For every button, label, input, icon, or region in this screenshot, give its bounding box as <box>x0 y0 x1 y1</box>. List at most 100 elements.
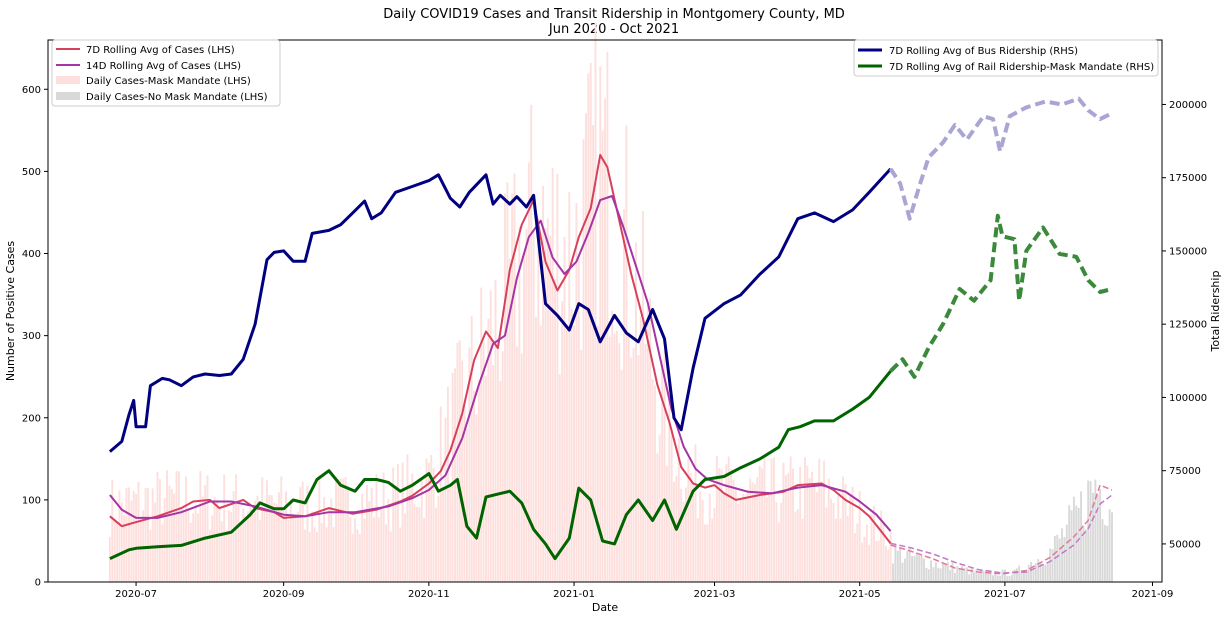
daily-case-bar <box>435 507 437 582</box>
daily-case-bar <box>194 504 197 582</box>
daily-case-bar <box>806 465 809 582</box>
daily-case-bar <box>358 534 361 582</box>
daily-case-bar <box>906 551 909 582</box>
y-right-tick-label: 50000 <box>1169 539 1201 550</box>
daily-case-bar <box>185 476 188 582</box>
daily-case-bar <box>980 570 983 582</box>
daily-case-bar <box>751 482 754 582</box>
daily-case-bar <box>961 566 964 582</box>
daily-case-bar <box>968 574 971 582</box>
daily-case-bar <box>592 125 595 582</box>
daily-case-bar <box>1030 562 1033 582</box>
daily-case-bar <box>1092 492 1094 582</box>
daily-case-bar <box>901 562 904 582</box>
daily-case-bar <box>523 251 526 582</box>
daily-case-bar <box>154 502 157 582</box>
daily-case-bar <box>537 243 540 583</box>
daily-case-bar <box>661 359 664 582</box>
daily-case-bar <box>511 193 514 582</box>
daily-case-bar <box>687 458 690 582</box>
daily-case-bar <box>627 336 630 582</box>
daily-case-bar <box>977 573 980 582</box>
daily-case-bar <box>301 481 304 582</box>
daily-case-bar <box>132 491 135 582</box>
daily-case-bar <box>1058 538 1061 582</box>
daily-case-bar <box>677 438 680 582</box>
daily-case-bar <box>770 458 773 582</box>
daily-case-bar <box>623 209 625 582</box>
daily-case-bar <box>803 457 806 582</box>
daily-case-bar <box>316 532 318 582</box>
daily-case-bar <box>763 457 766 582</box>
daily-case-bar <box>565 330 568 582</box>
daily-case-bar <box>277 492 280 582</box>
daily-case-bar <box>868 544 871 582</box>
daily-case-bar <box>787 472 790 582</box>
daily-case-bar <box>656 453 659 582</box>
legend-left: 7D Rolling Avg of Cases (LHS) 14D Rollin… <box>51 39 281 107</box>
daily-case-bar <box>596 325 599 582</box>
daily-case-bar <box>846 515 849 582</box>
daily-case-bar <box>725 463 728 582</box>
daily-case-bar <box>177 471 180 582</box>
series-lines <box>108 96 1113 575</box>
daily-case-bar <box>580 350 583 582</box>
daily-case-bar <box>996 575 999 582</box>
daily-case-bar <box>594 22 597 582</box>
daily-case-bar <box>175 471 178 582</box>
daily-case-bar <box>561 301 564 582</box>
y-right-tick-label: 150000 <box>1169 246 1207 257</box>
daily-case-bar <box>142 509 145 582</box>
daily-case-bar <box>327 507 330 582</box>
daily-case-bar <box>1044 564 1047 582</box>
daily-case-bar <box>499 381 502 582</box>
chart-title: Daily COVID19 Cases and Transit Ridershi… <box>383 7 845 37</box>
daily-case-bar <box>339 478 342 582</box>
daily-case-bar <box>573 325 576 582</box>
daily-case-bar <box>882 523 885 582</box>
daily-case-bar <box>451 372 454 582</box>
daily-case-bar <box>208 529 211 582</box>
daily-case-bar <box>232 491 235 582</box>
y-right-tick-label: 100000 <box>1169 393 1207 404</box>
daily-case-bar <box>873 505 875 582</box>
daily-case-bar <box>285 491 287 582</box>
daily-case-bar <box>792 468 794 582</box>
daily-case-bar <box>923 558 925 582</box>
daily-case-bar <box>903 558 906 582</box>
daily-case-bar <box>951 562 954 582</box>
daily-case-bar <box>894 544 897 582</box>
chart-subtitle-text: Jun 2020 - Oct 2021 <box>548 22 679 37</box>
daily-case-bar <box>930 560 933 582</box>
daily-case-bar <box>1037 559 1040 582</box>
daily-case-bar <box>166 470 168 582</box>
daily-case-bar <box>713 508 716 582</box>
daily-case-bar <box>920 555 923 582</box>
daily-case-bar <box>442 486 445 582</box>
daily-case-bar <box>263 506 266 582</box>
daily-case-bar <box>465 428 468 582</box>
daily-case-bar <box>708 493 711 582</box>
daily-case-bar <box>551 167 554 582</box>
daily-case-bar <box>989 570 992 582</box>
daily-case-bar <box>958 569 961 582</box>
daily-case-bar <box>644 344 647 582</box>
daily-case-bar <box>380 507 383 582</box>
daily-case-bar <box>715 455 718 582</box>
daily-case-bar <box>944 563 947 582</box>
daily-case-bar <box>308 531 311 582</box>
daily-case-bar <box>163 498 166 582</box>
daily-case-bar <box>370 487 373 582</box>
daily-case-bar <box>911 556 914 582</box>
legend-label-cases14: 14D Rolling Avg of Cases (LHS) <box>86 61 241 72</box>
daily-case-bar <box>168 485 171 582</box>
daily-case-bar <box>394 485 397 582</box>
daily-case-bar <box>123 514 126 582</box>
daily-case-bar <box>784 475 787 582</box>
daily-case-bar <box>646 304 649 582</box>
daily-case-bar <box>520 353 523 582</box>
y-axis-left: 0 100 200 300 400 500 600 <box>22 85 48 589</box>
daily-case-bar <box>204 485 207 582</box>
daily-case-bar <box>927 569 930 582</box>
daily-case-bar <box>758 465 761 582</box>
